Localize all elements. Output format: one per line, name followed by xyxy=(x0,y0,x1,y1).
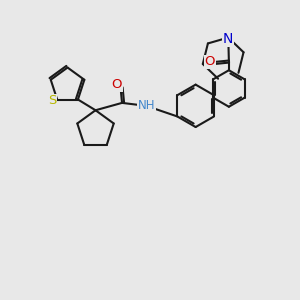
Text: O: O xyxy=(205,56,215,68)
Text: S: S xyxy=(48,94,56,107)
Text: O: O xyxy=(112,78,122,91)
Text: N: N xyxy=(223,32,233,46)
Text: NH: NH xyxy=(137,99,155,112)
